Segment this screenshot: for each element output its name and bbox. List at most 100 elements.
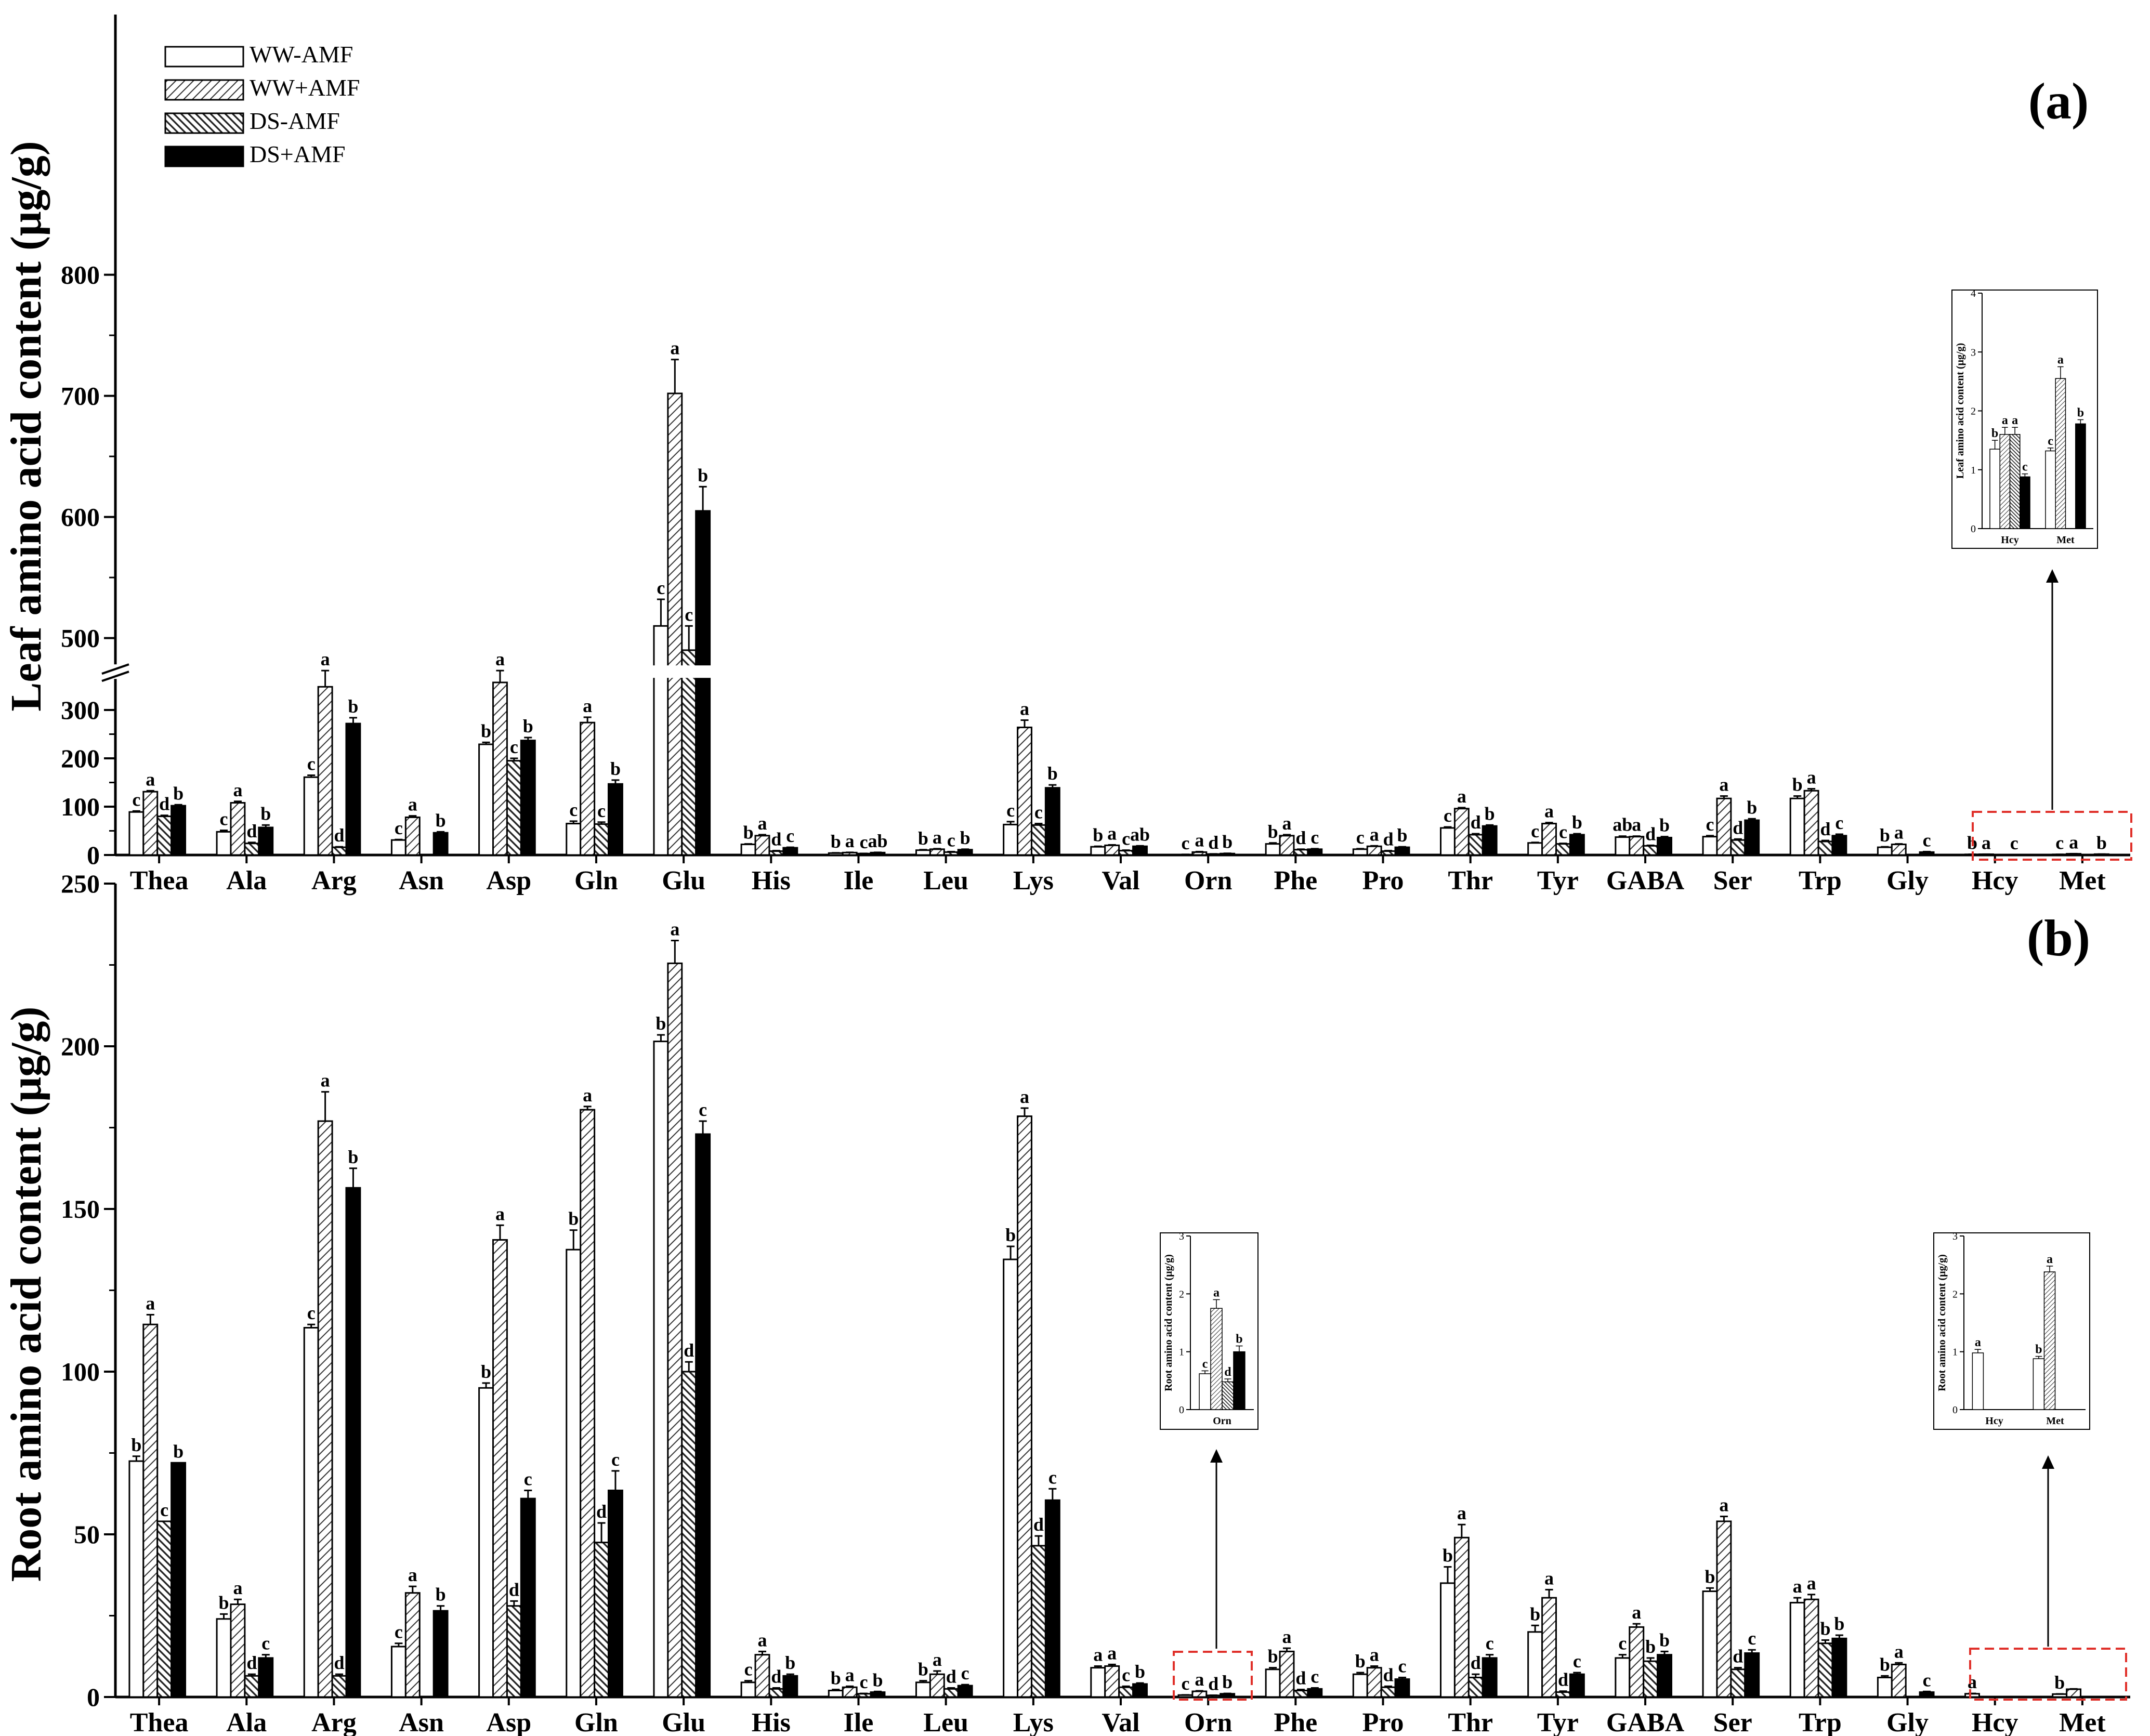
- leaf-bar-gly-ww-amf: [1877, 846, 1893, 856]
- root-bar-gln-ww-amf: [580, 1109, 596, 1698]
- root-bar-ile-ds-amf: [870, 1691, 886, 1698]
- root-bar-leu-ww-amf: [915, 1681, 931, 1698]
- leaf-inset-hcy-met-y-axis-title: Leaf amino acid content (μg/g): [1955, 343, 1966, 479]
- leaf-bar-trp-ds-amf: [1831, 835, 1847, 856]
- leaf-significance-label: a: [1107, 823, 1117, 844]
- root-significance-label: b: [1530, 1603, 1540, 1624]
- legend-swatch-ds-amf: [164, 146, 244, 167]
- leaf-significance-label: c: [1706, 814, 1714, 835]
- leaf-significance-label: a: [495, 649, 505, 669]
- root-significance-label: b: [1645, 1636, 1656, 1657]
- root-ytick-label: 0: [87, 1682, 100, 1712]
- root-inset-hcy-met-ytick-label: 3: [1952, 1231, 1958, 1242]
- leaf-bar-ser-ds-amf: [1744, 819, 1760, 856]
- root-significance-label: c: [1486, 1633, 1494, 1654]
- root-bar-glu-ds-amf: [695, 1133, 711, 1698]
- root-category-label-asn: Asn: [399, 1708, 444, 1736]
- leaf-category-label-tyr: Tyr: [1537, 866, 1579, 896]
- root-bar-val-ww-amf: [1104, 1665, 1120, 1698]
- root-significance-label: d: [1558, 1669, 1568, 1690]
- root-significance-label: d: [246, 1652, 257, 1673]
- legend-label-ww-amf: WW+AMF: [250, 74, 360, 101]
- leaf-bar-ala-ds-amf: [258, 826, 274, 856]
- leaf-category-label-ala: Ala: [226, 866, 267, 896]
- root-significance-label: c: [1748, 1628, 1756, 1649]
- leaf-significance-label: b: [1659, 815, 1670, 836]
- leaf-inset-hcy-met-bar-hcy-ww-amf: [1989, 449, 2000, 529]
- leaf-bar-gln-ww-amf: [566, 823, 582, 856]
- leaf-bar-thr-ds-amf: [1482, 825, 1498, 856]
- root-significance-label: a: [233, 1577, 242, 1598]
- root-significance-label: a: [583, 1085, 592, 1106]
- root-bar-thr-ds-amf: [1467, 1676, 1484, 1698]
- legend-swatch-ww-amf: [164, 79, 244, 101]
- leaf-bar-asn-ww-amf: [404, 816, 421, 856]
- leaf-inset-hcy-met-significance-label: c: [2048, 435, 2053, 448]
- root-significance-label: c: [860, 1672, 868, 1692]
- leaf-inset-hcy-met-bar-hcy-ds-amf: [2009, 434, 2021, 529]
- leaf-significance-label: c: [2055, 833, 2064, 853]
- leaf-inset-hcy-met-category-label-met: Met: [2056, 534, 2075, 546]
- root-significance-label: a: [1793, 1576, 1802, 1597]
- leaf-significance-label: c: [307, 754, 316, 774]
- root-bar-thea-ww-amf: [142, 1323, 159, 1698]
- root-bar-pro-ww-amf: [1366, 1667, 1382, 1698]
- leaf-category-label-glu: Glu: [662, 866, 705, 896]
- root-significance-label: a: [1282, 1626, 1292, 1647]
- root-category-label-val: Val: [1102, 1708, 1139, 1736]
- root-significance-label: a: [146, 1293, 155, 1313]
- root-ytick-label: 200: [61, 1032, 100, 1061]
- root-significance-label: d: [1033, 1514, 1044, 1535]
- root-bar-orn-ds-amf: [1220, 1693, 1236, 1698]
- root-bar-lys-ds-amf: [1030, 1545, 1046, 1698]
- root-significance-label: a: [321, 1070, 330, 1091]
- root-bar-lys-ds-amf: [1044, 1499, 1060, 1698]
- leaf-bar-val-ww-amf: [1090, 846, 1106, 856]
- leaf-significance-label: b: [960, 827, 971, 848]
- leaf-significance-label: b: [436, 810, 446, 831]
- root-bar-glu-ww-amf: [653, 1041, 669, 1698]
- leaf-inset-arrow: [2046, 569, 2059, 810]
- legend-label-ds-amf: DS+AMF: [250, 141, 345, 167]
- root-bar-gaba-ww-amf: [1629, 1626, 1645, 1698]
- leaf-significance-label: d: [159, 794, 169, 814]
- root-bar-ala-ds-amf: [258, 1657, 274, 1698]
- leaf-category-label-pro: Pro: [1362, 866, 1404, 896]
- leaf-inset-hcy-met-ytick-label: 3: [1971, 347, 1976, 358]
- root-significance-label: c: [1122, 1664, 1130, 1685]
- leaf-category-label-arg: Arg: [311, 866, 357, 896]
- root-significance-label: d: [1733, 1646, 1743, 1667]
- leaf-category-label-asn: Asn: [399, 866, 444, 896]
- root-category-label-phe: Phe: [1274, 1708, 1317, 1736]
- root-bar-gaba-ds-amf: [1657, 1654, 1672, 1698]
- root-significance-label: b: [1820, 1618, 1830, 1639]
- root-inset-orn-ytick-label: 2: [1179, 1288, 1184, 1300]
- leaf-inset-hcy-met-bar-hcy-ds-amf: [2020, 476, 2030, 529]
- leaf-significance-label: b: [1268, 821, 1278, 842]
- leaf-significance-label: a: [845, 831, 855, 851]
- legend-label-ww-amf: WW-AMF: [250, 41, 353, 68]
- leaf-ytick-label: 800: [61, 260, 100, 290]
- leaf-bar-his-ds-amf: [768, 850, 784, 856]
- root-bar-ser-ww-amf: [1702, 1590, 1718, 1698]
- root-bar-pro-ww-amf: [1352, 1673, 1368, 1698]
- root-bar-ala-ds-amf: [244, 1675, 260, 1698]
- leaf-inset-hcy-met-bar-met-ww-amf: [2055, 378, 2066, 529]
- root-significance-label: b: [1659, 1629, 1670, 1650]
- root-category-label-pro: Pro: [1362, 1708, 1404, 1736]
- root-significance-label: c: [1398, 1655, 1407, 1676]
- leaf-bar-leu-ww-amf: [915, 849, 931, 856]
- root-bar-leu-ww-amf: [929, 1673, 945, 1698]
- root-bar-lys-ww-amf: [1003, 1258, 1019, 1698]
- leaf-bar-pro-ww-amf: [1366, 845, 1382, 856]
- leaf-significance-label: b: [481, 720, 491, 741]
- leaf-significance-label: c: [1444, 805, 1452, 826]
- leaf-inset-arrow-head: [2046, 569, 2059, 583]
- root-bar-val-ww-amf: [1090, 1667, 1106, 1698]
- root-significance-label: c: [524, 1468, 532, 1489]
- leaf-ytick-label: 200: [61, 744, 100, 773]
- leaf-significance-label: b: [1222, 832, 1233, 852]
- leaf-bar-trp-ww-amf: [1803, 790, 1819, 856]
- leaf-inset-highlight-box: [1972, 811, 2132, 861]
- leaf-category-label-his: His: [752, 866, 791, 896]
